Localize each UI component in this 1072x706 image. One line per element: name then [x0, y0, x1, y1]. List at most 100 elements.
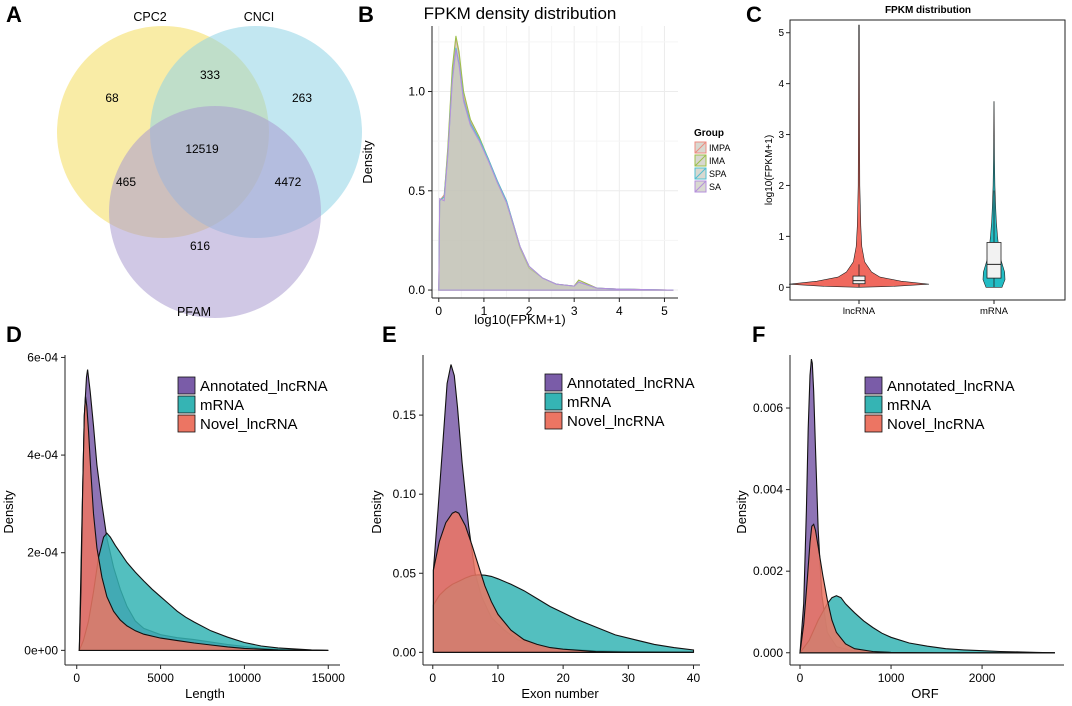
panel-d-length-density: D 0 5000 10000 15000 0e+00 2e-04 4e-04 6e-04 L… [1, 322, 345, 701]
violins [788, 24, 1006, 288]
x-ticks: 0 1000 2000 [797, 665, 996, 685]
y-axis-label: Density [360, 140, 375, 184]
legend-key-line-sa [694, 180, 707, 193]
y-tick-label: 0 [778, 283, 784, 294]
legend-label-ima: IMA [709, 156, 725, 166]
x-tick-label-mrna: mRNA [980, 306, 1009, 317]
venn-circle-pfam [109, 106, 321, 318]
legend-swatch-mrna [864, 395, 883, 414]
y-tick-label: 5 [778, 28, 784, 39]
legend-label-novel-lncrna: Novel_lncRNA [200, 416, 298, 433]
box-mrna [986, 242, 1002, 279]
x-axis-label: log10(FPKM+1) [474, 312, 565, 327]
venn-count-pfam-only: 616 [190, 239, 210, 253]
x-tick-label: 5000 [147, 671, 174, 685]
venn-set-label-pfam: PFAM [177, 305, 211, 319]
venn-count-all: 12519 [185, 142, 219, 156]
y-tick-label: 6e-04 [27, 350, 58, 364]
y-tick-label: 0.15 [393, 408, 417, 422]
y-ticks: 0.000 0.002 0.004 0.006 [753, 401, 790, 660]
density-area-mrna [798, 595, 1055, 654]
x-tick-label: 0 [435, 304, 442, 318]
legend-label-mrna: mRNA [200, 397, 244, 414]
venn-count-cnci-only: 263 [292, 91, 312, 105]
x-tick-label: 3 [571, 304, 578, 318]
density-curves [798, 358, 1055, 654]
panel-letter-b: B [358, 2, 374, 27]
x-tick-label: 30 [622, 671, 636, 685]
x-tick-label: 0 [429, 671, 436, 685]
y-tick-label: 0.006 [753, 401, 783, 415]
y-tick-label: 0.00 [393, 645, 417, 659]
panel-b-fpkm-density: B FPKM density distribution 0 1 2 3 4 5 0.0 0.… [358, 2, 730, 327]
x-tick-label: 15000 [312, 671, 346, 685]
y-tick-label: 2e-04 [27, 546, 58, 560]
density-curves [432, 364, 695, 653]
x-tick-label: 1 [481, 304, 488, 318]
y-axis-label: Density [734, 490, 749, 534]
x-ticks: 0 5000 10000 15000 [73, 665, 345, 685]
x-tick-label-lncrna: lncRNA [843, 306, 876, 317]
venn-count-cpc2-pfam: 465 [116, 175, 136, 189]
x-axis-label: Exon number [521, 686, 599, 701]
chart-title: FPKM distribution [885, 5, 971, 16]
density-curves [78, 369, 329, 651]
plot-frame [789, 19, 1066, 301]
y-tick-label: 0e+00 [24, 643, 58, 657]
x-tick-label: 0 [797, 671, 804, 685]
y-tick-label: 0.000 [753, 646, 783, 660]
legend-label-annotated-lncrna: Annotated_lncRNA [567, 375, 695, 392]
x-axis-label: Length [185, 686, 225, 701]
legend-swatch-annotated-lncrna [864, 376, 883, 395]
legend-swatch-novel-lncrna [177, 414, 196, 433]
x-tick-label: 2000 [969, 671, 996, 685]
x-tick-label: 5 [661, 304, 668, 318]
legend-swatch-annotated-lncrna [544, 373, 563, 392]
legend: Annotated_lncRNA mRNA Novel_lncRNA [864, 376, 1015, 433]
legend-label-impa: IMPA [709, 143, 730, 153]
legend-label-mrna: mRNA [887, 397, 931, 414]
density-area-novel-lncrna [799, 523, 1055, 654]
y-ticks: 0e+00 2e-04 4e-04 6e-04 [24, 350, 65, 657]
legend-label-novel-lncrna: Novel_lncRNA [887, 416, 985, 433]
x-tick-label: 40 [687, 671, 701, 685]
plot-background [432, 26, 678, 298]
legend-label-spa: SPA [709, 169, 726, 179]
y-tick-label: 1 [778, 232, 784, 243]
y-axis-label: Density [369, 490, 384, 534]
legend-key-line-ima [694, 154, 707, 167]
x-tick-label: 10 [491, 671, 505, 685]
y-tick-label: 1.0 [408, 85, 425, 99]
density-area-mrna [78, 532, 329, 651]
density-curves [438, 35, 674, 291]
legend-swatch-novel-lncrna [864, 414, 883, 433]
legend-label-novel-lncrna: Novel_lncRNA [567, 413, 665, 430]
legend-label-sa: SA [709, 182, 721, 192]
y-tick-label: 2 [778, 181, 784, 192]
legend: Group IMPA IMA SPA SA [694, 128, 730, 193]
y-tick-label: 0.002 [753, 564, 783, 578]
y-tick-label: 0.0 [408, 283, 425, 297]
panel-e-exon-density: E 0 10 20 30 40 0.00 0.05 0.10 0.15 Exon number… [369, 322, 700, 701]
legend-swatch-novel-lncrna [544, 411, 563, 430]
legend-swatch-mrna [544, 392, 563, 411]
venn-count-cpc2-cnci: 333 [200, 68, 220, 82]
x-tick-label: 10000 [228, 671, 262, 685]
legend-key-line-impa [694, 141, 707, 154]
venn-set-label-cnci: CNCI [244, 10, 275, 24]
legend-label-annotated-lncrna: Annotated_lncRNA [200, 378, 328, 395]
x-ticks: 0 10 20 30 40 [429, 665, 700, 685]
box-lncrna [852, 275, 866, 285]
venn-count-cnci-pfam: 4472 [275, 175, 302, 189]
y-axis-label: log10(FPKM+1) [764, 135, 775, 205]
density-area-novel-lncrna [78, 396, 329, 651]
x-tick-label: 4 [616, 304, 623, 318]
y-ticks: 0.00 0.05 0.10 0.15 [393, 408, 423, 659]
chart-title: FPKM density distribution [424, 4, 617, 23]
legend: Annotated_lncRNA mRNA Novel_lncRNA [544, 373, 695, 430]
legend-label-mrna: mRNA [567, 394, 611, 411]
x-tick-label: 2 [526, 304, 533, 318]
y-tick-label: 0.5 [408, 184, 425, 198]
panel-a-venn: A CPC2 CNCI PFAM 68 333 263 12519 465 44… [6, 2, 362, 319]
legend-key-line-spa [694, 167, 707, 180]
